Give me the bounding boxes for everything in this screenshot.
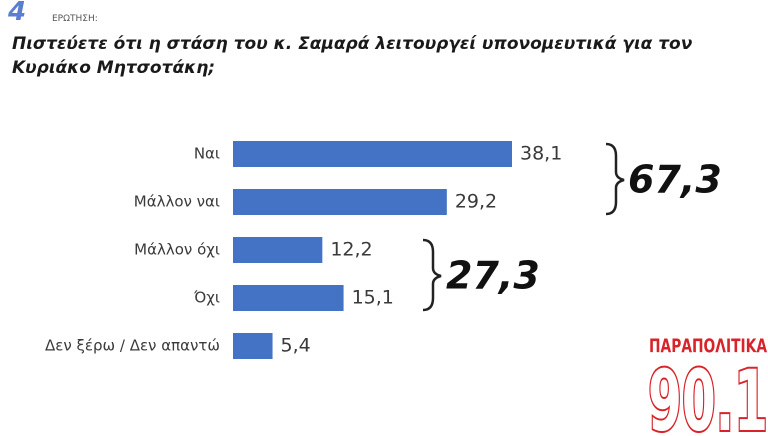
chart-title: Πιστεύετε ότι η στάση του κ. Σαμαρά λειτ… [12,34,693,78]
bar [233,189,447,215]
bar [233,285,344,311]
logo-frequency: 90.1 [648,352,768,436]
value-label: 29,2 [455,191,497,213]
value-label: 12,2 [330,239,372,261]
logo-name: ΠΑΡΑΠΟΛΙΤΙΚΑ [649,335,767,357]
bar [233,141,512,167]
category-label: Ναι [194,145,220,163]
category-label: Όχι [193,289,220,307]
bar [233,333,273,359]
group-total: 67,3 [628,158,722,202]
category-label: Μάλλον ναι [134,193,220,211]
bar [233,237,323,263]
value-label: 5,4 [281,335,311,357]
question-number: 4 [7,0,26,27]
bracket [422,238,442,312]
value-label: 38,1 [520,143,562,165]
category-label: Δεν ξέρω / Δεν απαντώ [45,337,220,355]
bracket [605,142,625,216]
category-label: Μάλλον όχι [134,241,220,259]
group-total: 27,3 [446,254,540,298]
value-label: 15,1 [352,287,394,309]
question-label: ΕΡΩΤΗΣΗ: [52,14,98,24]
